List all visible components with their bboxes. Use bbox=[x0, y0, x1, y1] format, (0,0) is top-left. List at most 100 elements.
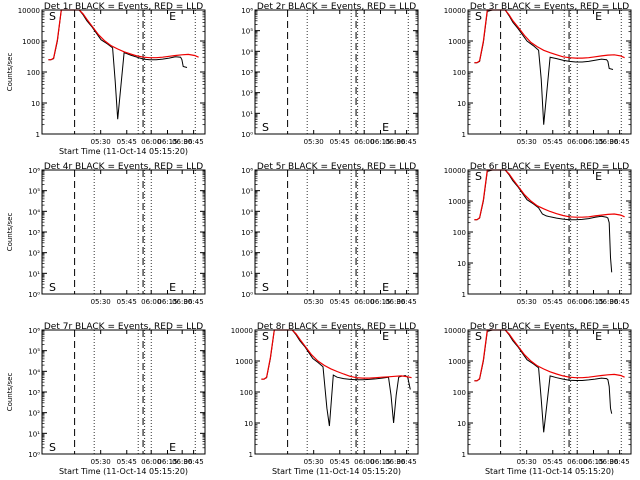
y-tick-label: 1 bbox=[462, 451, 466, 459]
y-tick-label: 10¹ bbox=[28, 270, 40, 278]
x-tick-label: 06:00 bbox=[141, 298, 161, 306]
x-tick-label: 05:45 bbox=[543, 458, 563, 466]
x-tick-label: 06:15 bbox=[370, 298, 390, 306]
y-tick-label: 10³ bbox=[28, 389, 40, 397]
y-tick-label: 10⁰ bbox=[28, 451, 40, 459]
x-axis-label: Start Time (11-Oct-14 05:15:20) bbox=[485, 467, 614, 476]
y-tick-label: 10³ bbox=[28, 229, 40, 237]
x-tick-label: 06:00 bbox=[567, 298, 587, 306]
y-tick-label: 10² bbox=[28, 410, 40, 418]
y-tick-label: 10⁴ bbox=[28, 208, 40, 216]
x-tick-label: 05:45 bbox=[543, 298, 563, 306]
x-tick-label: 06:30 bbox=[172, 138, 192, 146]
y-tick-label: 10⁵ bbox=[28, 188, 40, 196]
plot-frame bbox=[254, 169, 419, 295]
y-tick-label: 10⁴ bbox=[28, 368, 40, 376]
y-tick-label: 10⁵ bbox=[28, 348, 40, 356]
x-tick-label: 06:45 bbox=[396, 298, 416, 306]
x-tick-label: 06:00 bbox=[567, 138, 587, 146]
panel-title: Det 3r BLACK = Events, RED = LLD bbox=[470, 2, 629, 12]
y-tick-label: 10³ bbox=[241, 229, 253, 237]
marker-label: E bbox=[595, 10, 602, 23]
panel-3: Det 3r BLACK = Events, RED = LLD 10000 100… bbox=[444, 2, 632, 146]
x-tick-label: 06:30 bbox=[598, 298, 618, 306]
y-tick-label: 10¹ bbox=[241, 270, 253, 278]
panel-title: Det 1r BLACK = Events, RED = LLD bbox=[44, 2, 203, 12]
plot-frame bbox=[41, 169, 206, 295]
plot-frame bbox=[467, 329, 632, 455]
plot-frame bbox=[467, 169, 632, 295]
x-tick-label: 06:15 bbox=[157, 298, 177, 306]
y-tick-label: 10 bbox=[244, 420, 253, 428]
panel-9: Det 9r BLACK = Events, RED = LLD10000100… bbox=[444, 322, 632, 476]
plot-frame bbox=[467, 9, 632, 135]
x-tick-label: 05:45 bbox=[117, 298, 137, 306]
x-tick-label: 05:30 bbox=[304, 138, 324, 146]
panel-1: Det 1r BLACK = Events, RED = LLD 10000 100… bbox=[6, 2, 206, 156]
x-tick-label: 06:00 bbox=[354, 138, 374, 146]
x-tick-label: 06:15 bbox=[157, 458, 177, 466]
x-tick-label: 06:00 bbox=[354, 458, 374, 466]
panel-8: Det 8r BLACK = Events, RED = LLD10000100… bbox=[231, 322, 419, 476]
marker-label: S bbox=[475, 10, 482, 23]
marker-label: E bbox=[595, 170, 602, 183]
events-series-line bbox=[48, 9, 188, 120]
panel-title: Det 7r BLACK = Events, RED = LLD bbox=[44, 322, 203, 332]
y-tick-label: 10⁵ bbox=[241, 28, 253, 36]
panel-6: Det 6r BLACK = Events, RED = LLD10000100… bbox=[444, 162, 632, 306]
x-axis-label: Start Time (11-Oct-14 05:15:20) bbox=[59, 467, 188, 476]
x-tick-label: 06:15 bbox=[583, 138, 603, 146]
x-axis-label: Start Time (11-Oct-14 05:15:20) bbox=[272, 467, 401, 476]
y-tick-label: 10000 bbox=[444, 7, 466, 15]
x-tick-label: 06:00 bbox=[141, 458, 161, 466]
x-tick-label: 06:15 bbox=[370, 458, 390, 466]
marker-label: E bbox=[382, 281, 389, 294]
x-tick-label: 05:45 bbox=[117, 458, 137, 466]
events-series-line bbox=[474, 9, 614, 125]
x-tick-label: 06:15 bbox=[157, 138, 177, 146]
marker-label: S bbox=[475, 330, 482, 343]
y-tick-label: 10000 bbox=[18, 7, 40, 15]
x-tick-label: 06:45 bbox=[183, 458, 203, 466]
x-tick-label: 05:45 bbox=[330, 298, 350, 306]
panel-title: Det 8r BLACK = Events, RED = LLD bbox=[257, 322, 416, 332]
y-tick-label: 10² bbox=[241, 90, 253, 98]
y-tick-label: 100 bbox=[453, 229, 466, 237]
marker-label: E bbox=[382, 330, 389, 343]
y-tick-label: 10⁶ bbox=[241, 167, 253, 175]
y-tick-label: 1000 bbox=[448, 38, 466, 46]
plot-frame bbox=[254, 329, 419, 455]
x-tick-label: 05:30 bbox=[304, 298, 324, 306]
y-tick-label: 1 bbox=[36, 131, 40, 139]
plot-frame bbox=[41, 9, 206, 135]
x-tick-label: 06:45 bbox=[183, 138, 203, 146]
x-tick-label: 06:30 bbox=[172, 298, 192, 306]
panel-title: Det 9r BLACK = Events, RED = LLD bbox=[470, 322, 629, 332]
x-tick-label: 06:45 bbox=[183, 298, 203, 306]
x-tick-label: 06:15 bbox=[583, 458, 603, 466]
y-tick-label: 10² bbox=[28, 250, 40, 258]
x-tick-label: 05:30 bbox=[91, 458, 111, 466]
panel-title: Det 5r BLACK = Events, RED = LLD bbox=[257, 162, 416, 172]
x-tick-label: 06:30 bbox=[385, 298, 405, 306]
marker-label: S bbox=[49, 441, 56, 454]
y-tick-label: 10⁰ bbox=[241, 291, 253, 299]
marker-label: S bbox=[49, 10, 56, 23]
x-tick-label: 06:45 bbox=[609, 458, 629, 466]
x-tick-label: 06:45 bbox=[609, 298, 629, 306]
panel-title: Det 4r BLACK = Events, RED = LLD bbox=[44, 162, 203, 172]
y-tick-label: 10⁶ bbox=[241, 7, 253, 15]
plot-frame bbox=[41, 329, 206, 455]
x-tick-label: 06:45 bbox=[396, 458, 416, 466]
y-tick-label: 100 bbox=[453, 69, 466, 77]
y-tick-label: 10⁴ bbox=[241, 48, 253, 56]
y-tick-label: 1 bbox=[462, 291, 466, 299]
x-tick-label: 05:30 bbox=[517, 298, 537, 306]
y-tick-label: 100 bbox=[453, 389, 466, 397]
y-tick-label: 1000 bbox=[22, 38, 40, 46]
panel-title: Det 6r BLACK = Events, RED = LLD bbox=[470, 162, 629, 172]
marker-label: S bbox=[262, 330, 269, 343]
y-tick-label: 10⁰ bbox=[241, 131, 253, 139]
marker-label: E bbox=[382, 121, 389, 134]
y-axis-label: Counts/sec bbox=[6, 213, 14, 252]
